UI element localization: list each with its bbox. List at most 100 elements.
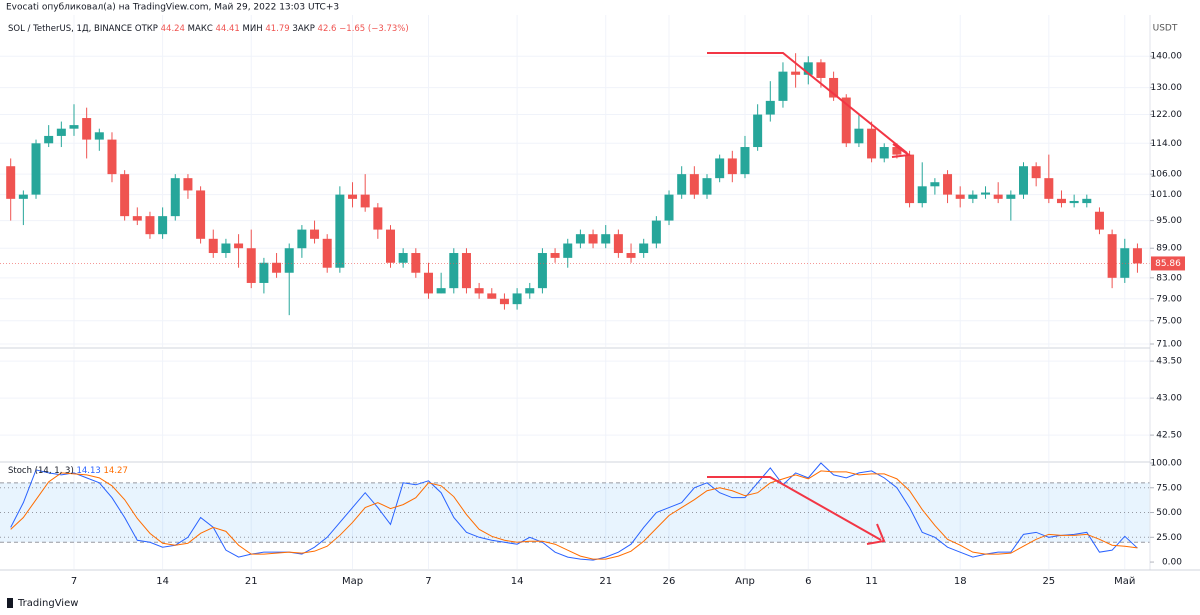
- candle: [1031, 162, 1041, 187]
- candle: [234, 234, 244, 268]
- candle-body: [702, 178, 712, 195]
- arrow-head: [866, 523, 886, 545]
- candle: [677, 166, 687, 199]
- legend-change: −1.65 (−3.73%): [339, 24, 409, 34]
- candle-body: [196, 190, 206, 239]
- candle: [867, 121, 877, 163]
- candle-body: [1031, 166, 1041, 179]
- legend-label: МАКС: [188, 24, 213, 34]
- candle-body: [1120, 248, 1130, 278]
- legend: SOL / TetherUS, 1Д, BINANCE ОТКР 44.24 М…: [8, 24, 409, 34]
- candle: [563, 238, 573, 268]
- y-tick-label: 83.00: [1156, 273, 1182, 283]
- candle: [474, 282, 484, 299]
- candle: [1094, 207, 1104, 235]
- candle: [6, 158, 16, 221]
- candle: [550, 248, 560, 263]
- candle: [145, 211, 155, 239]
- arrow: [707, 52, 908, 154]
- candle: [702, 174, 712, 199]
- candle: [525, 282, 535, 299]
- candle: [917, 162, 927, 208]
- candle: [158, 207, 168, 239]
- candle: [1056, 190, 1066, 208]
- candle: [360, 174, 370, 212]
- candle: [601, 225, 611, 249]
- candle-body: [170, 178, 180, 217]
- candle: [803, 56, 813, 85]
- legend-label: МИН: [243, 24, 263, 34]
- x-tick-label: 14: [511, 576, 524, 587]
- candle-body: [981, 192, 991, 195]
- y-tick-label: 25.00: [1156, 533, 1182, 543]
- legend-title: Stoch (14, 1, 3): [8, 466, 74, 476]
- candle: [689, 166, 699, 199]
- series-line: [10, 470, 1138, 560]
- candle: [930, 178, 940, 195]
- candle: [1132, 243, 1142, 273]
- candle: [487, 288, 497, 299]
- candle-body: [297, 229, 307, 249]
- candle: [1019, 162, 1028, 199]
- candle-body: [69, 125, 79, 129]
- candle: [82, 107, 92, 159]
- candle-body: [183, 178, 193, 191]
- candle-body: [31, 143, 41, 195]
- candle: [1082, 194, 1092, 208]
- candle-body: [639, 243, 649, 254]
- candle-body: [575, 234, 585, 244]
- candle: [348, 182, 358, 208]
- candle-body: [816, 62, 826, 78]
- candle-body: [132, 216, 142, 221]
- arrow-head: [891, 143, 912, 158]
- candle-body: [221, 243, 231, 254]
- x-tick-label: 21: [599, 576, 612, 587]
- candle: [664, 190, 674, 226]
- y-tick-label: 95.00: [1156, 216, 1182, 226]
- candle-body: [1069, 200, 1079, 204]
- legend-value: 41.79: [265, 24, 289, 34]
- y-tick-label: 114.00: [1151, 139, 1183, 149]
- candle-body: [259, 262, 269, 283]
- candle-body: [829, 77, 839, 98]
- candle-body: [461, 253, 471, 289]
- candle: [335, 186, 345, 273]
- candle: [436, 272, 446, 294]
- candle: [170, 174, 180, 221]
- candle-body: [386, 229, 395, 263]
- candle-body: [955, 194, 965, 199]
- candle-body: [348, 194, 358, 199]
- x-tick-label: Май: [1114, 576, 1135, 587]
- candle-body: [56, 128, 66, 136]
- candle: [613, 229, 623, 258]
- candle-body: [791, 71, 801, 75]
- candle-body: [512, 293, 522, 305]
- x-tick-label: 26: [663, 576, 676, 587]
- candle: [449, 248, 459, 294]
- legend: Stoch (14, 1, 3) 14.13 14.27: [8, 466, 128, 476]
- candle: [272, 253, 282, 278]
- candle: [727, 150, 737, 183]
- candle: [373, 203, 383, 239]
- candle: [1044, 154, 1054, 204]
- legend-value: 14.13: [76, 466, 100, 476]
- candle-body: [246, 248, 256, 283]
- candle: [411, 248, 421, 278]
- candle: [854, 114, 864, 148]
- candle-body: [1006, 194, 1016, 199]
- x-tick-label: Апр: [735, 576, 755, 587]
- candle: [69, 104, 79, 136]
- candle-body: [499, 298, 509, 305]
- candle: [829, 71, 839, 101]
- candle-body: [993, 194, 1003, 199]
- candle: [398, 248, 408, 268]
- candle-body: [1132, 248, 1142, 264]
- candle-body: [1056, 198, 1066, 204]
- y-tick-label: 100.00: [1151, 459, 1183, 469]
- candle-body: [6, 166, 16, 199]
- candle-body: [525, 288, 535, 294]
- candle: [753, 104, 763, 151]
- candle-body: [234, 243, 244, 249]
- legend-label: ОТКР: [135, 24, 158, 34]
- plot: [0, 15, 1150, 569]
